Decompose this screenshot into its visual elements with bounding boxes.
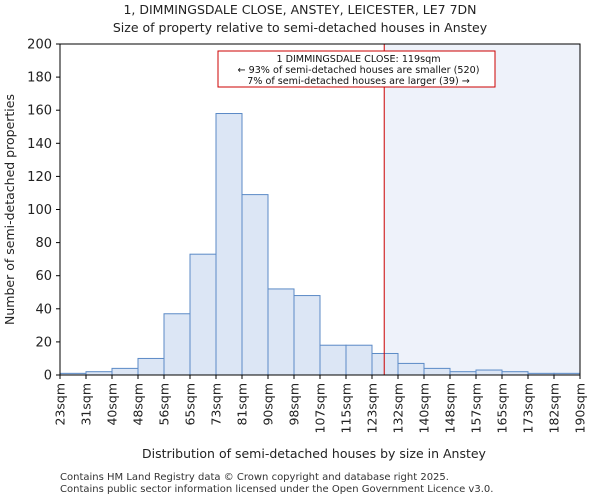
x-tick-label: 182sqm [547, 383, 562, 433]
y-tick-label: 120 [27, 170, 52, 185]
bar [189, 253, 217, 376]
bar [111, 367, 139, 376]
y-tick-label: 80 [35, 236, 52, 251]
x-tick-label: 132sqm [391, 383, 406, 433]
bar [267, 288, 295, 376]
footer-line-1: Contains HM Land Registry data © Crown c… [60, 472, 449, 483]
annotation-border [217, 50, 496, 88]
bar [319, 344, 347, 376]
x-axis-label: Distribution of semi-detached houses by … [142, 446, 487, 461]
bar [137, 357, 165, 376]
y-tick-label: 20 [35, 335, 52, 350]
footer-line-2: Contains public sector information licen… [60, 484, 494, 495]
bar [215, 113, 243, 376]
bar [345, 344, 373, 376]
y-tick-label: 60 [35, 269, 52, 284]
x-tick-label: 190sqm [573, 383, 588, 433]
x-tick-label: 48sqm [131, 383, 146, 426]
x-tick-label: 90sqm [261, 383, 276, 426]
x-tick-label: 148sqm [443, 383, 458, 433]
y-tick-label: 180 [27, 71, 52, 86]
annotation-box: 1 DIMMINGSDALE CLOSE: 119sqm ← 93% of se… [217, 50, 496, 88]
x-tick-label: 23sqm [53, 383, 68, 426]
chart-subtitle: Size of property relative to semi-detach… [112, 20, 488, 35]
y-axis-label: Number of semi-detached properties [2, 94, 17, 325]
bar [475, 369, 503, 376]
x-tick-label: 65sqm [183, 383, 198, 426]
bar [241, 194, 269, 376]
x-tick-label: 56sqm [157, 383, 172, 426]
x-tick-label: 40sqm [105, 383, 120, 426]
y-tick-label: 140 [27, 137, 52, 152]
bar [163, 313, 191, 376]
larger-region-highlight [384, 44, 580, 375]
bar [423, 367, 451, 376]
x-tick-label: 31sqm [79, 383, 94, 426]
y-tick-label: 160 [27, 104, 52, 119]
annotation-line-2: ← 93% of semi-detached houses are smalle… [238, 65, 480, 76]
x-tick-label: 115sqm [339, 383, 354, 433]
x-tick-label: 73sqm [209, 383, 224, 426]
y-tick-label: 100 [27, 203, 52, 218]
x-tick-label: 123sqm [365, 383, 380, 433]
x-tick-label: 140sqm [417, 383, 432, 433]
x-tick-label: 157sqm [469, 383, 484, 433]
chart-title: 1, DIMMINGSDALE CLOSE, ANSTEY, LEICESTER… [123, 2, 477, 17]
x-tick-label: 98sqm [287, 383, 302, 426]
x-tick-label: 107sqm [313, 383, 328, 433]
bar [371, 352, 399, 376]
annotation-line-3: 7% of semi-detached houses are larger (3… [247, 76, 470, 87]
y-tick-label: 0 [44, 369, 52, 384]
x-tick-label: 173sqm [521, 383, 536, 433]
y-tick-label: 200 [27, 38, 52, 53]
bar [397, 362, 425, 376]
y-tick-label: 40 [35, 302, 52, 317]
annotation-line-1: 1 DIMMINGSDALE CLOSE: 119sqm [276, 54, 440, 65]
x-tick-label: 81sqm [235, 383, 250, 426]
bar [293, 295, 321, 376]
x-tick-label: 165sqm [495, 383, 510, 433]
